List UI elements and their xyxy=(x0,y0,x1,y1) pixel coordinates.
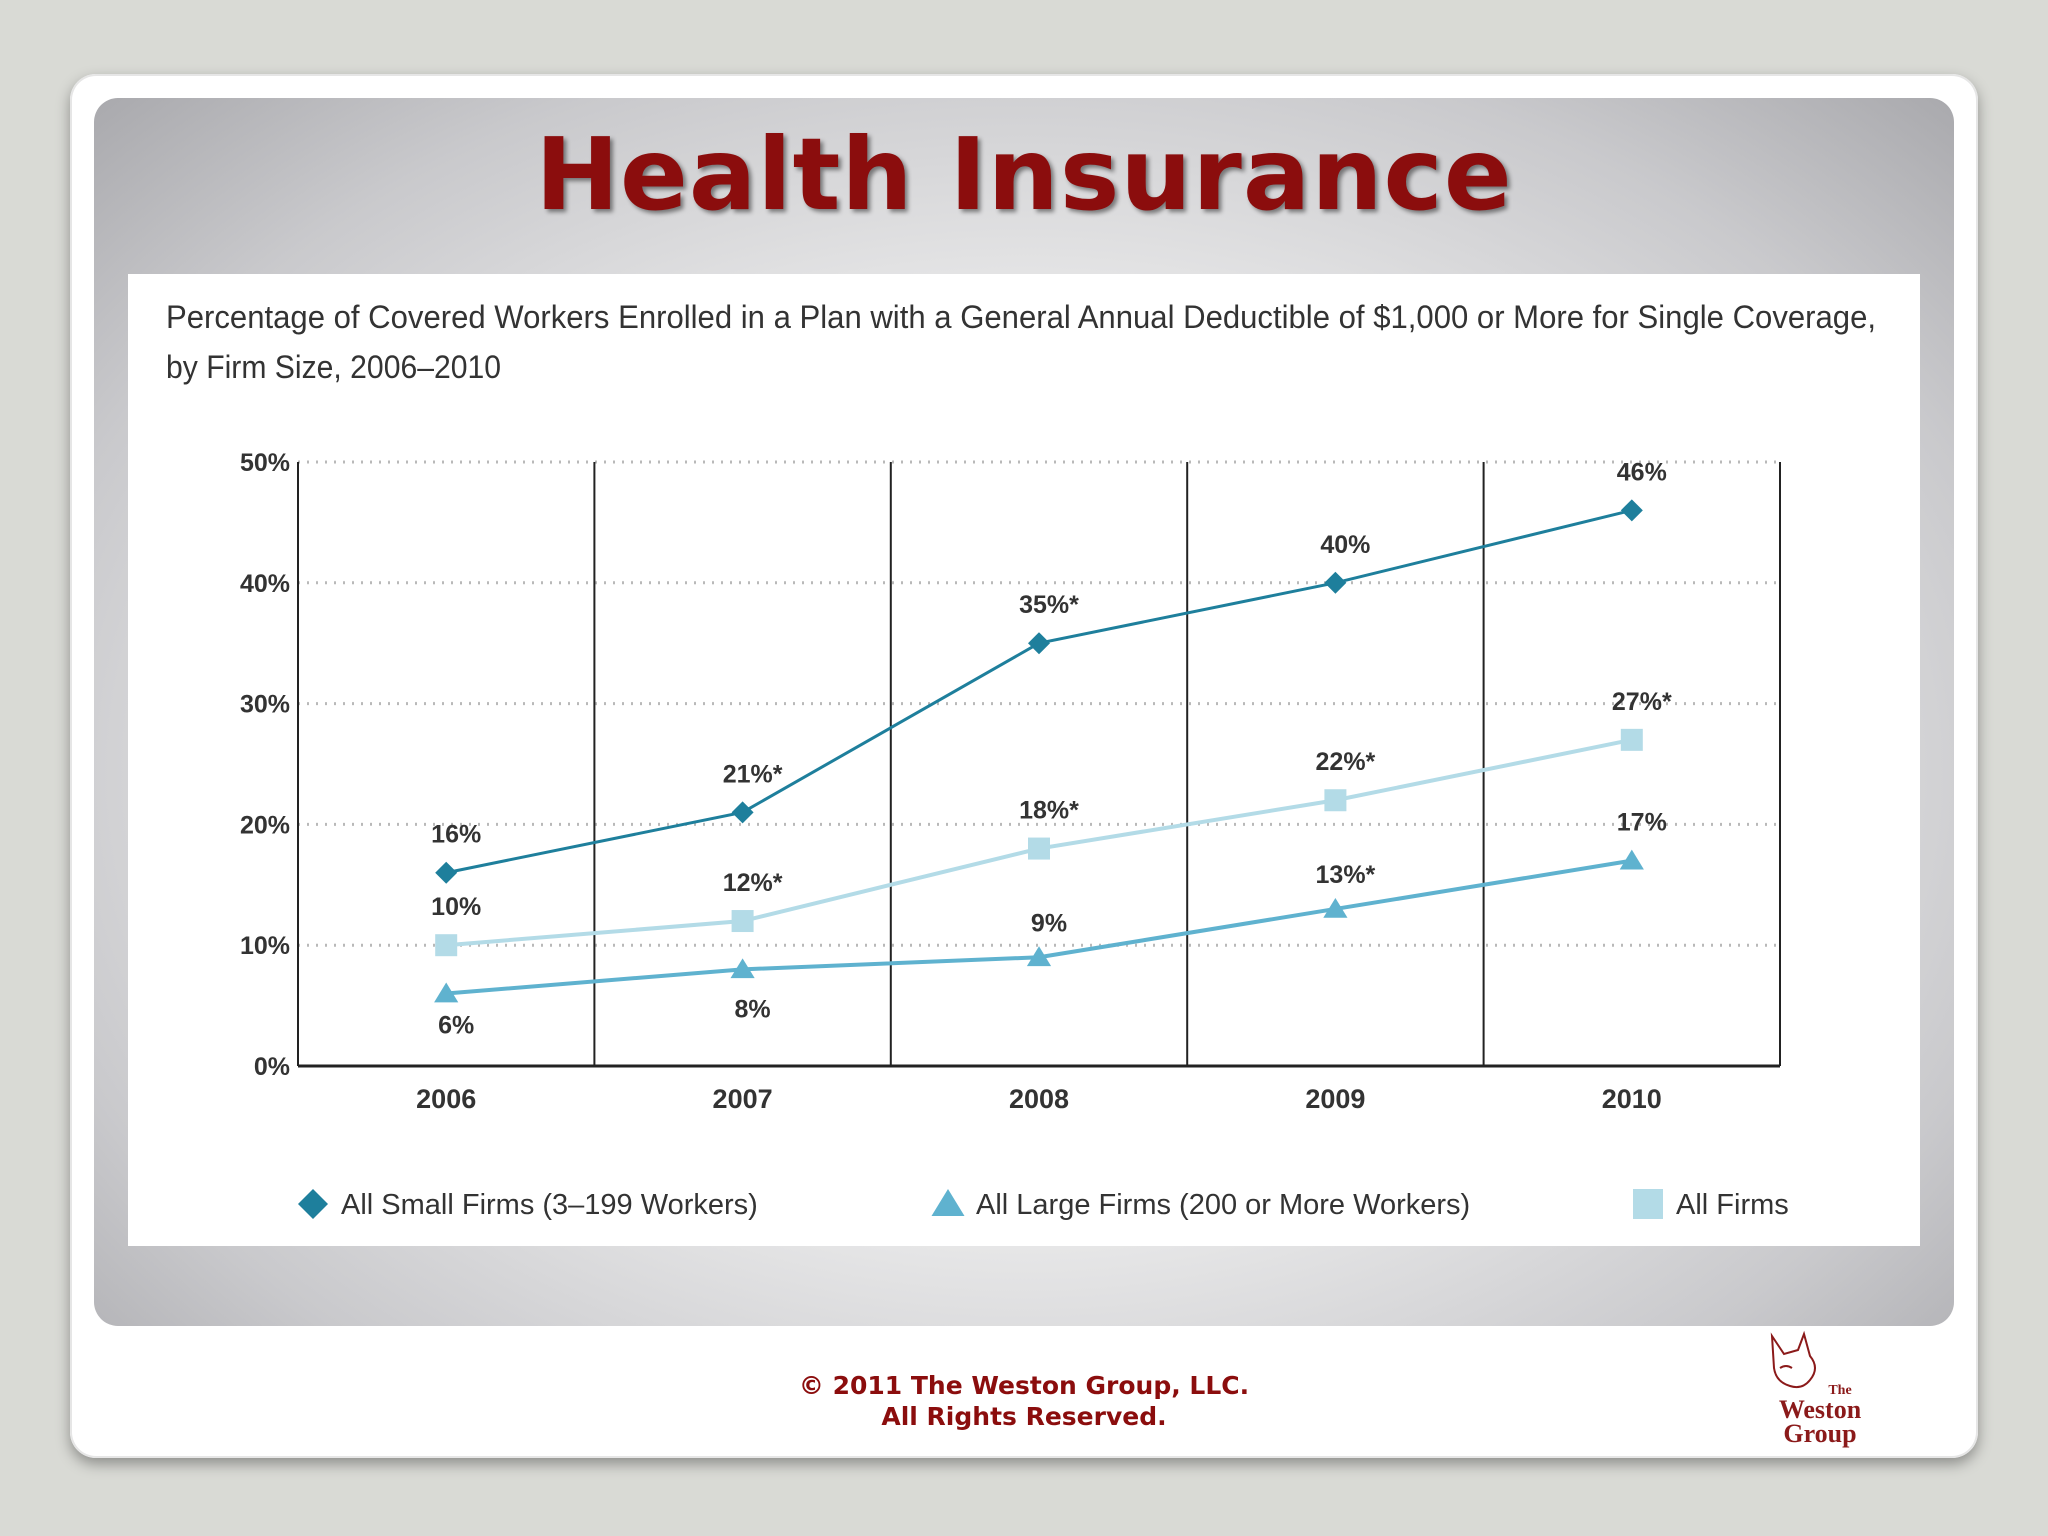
line-chart: Percentage of Covered Workers Enrolled i… xyxy=(166,299,1876,1221)
series-0-label-2006: 16% xyxy=(431,821,481,849)
series-0-point-2009 xyxy=(1324,571,1347,594)
logo-the: The xyxy=(1828,1383,1852,1398)
legend-label-1: All Large Firms (200 or More Workers) xyxy=(976,1189,1470,1221)
series-2-label-2007: 12%* xyxy=(723,869,783,897)
fox-logo-icon xyxy=(1770,1330,1816,1389)
series-1-label-2006: 6% xyxy=(438,1012,474,1040)
slide-title: Health Insurance xyxy=(535,116,1513,233)
series-2-label-2006: 10% xyxy=(431,893,481,921)
series-2-label-2009: 22%* xyxy=(1316,748,1376,776)
chart-title-line-2: by Firm Size, 2006–2010 xyxy=(166,349,501,385)
legend-label-2: All Firms xyxy=(1676,1189,1789,1221)
series-1-point-2008 xyxy=(1026,946,1052,967)
legend-marker-0 xyxy=(298,1189,328,1219)
series-1-point-2009 xyxy=(1323,897,1348,918)
series-1-label-2008: 9% xyxy=(1031,909,1067,937)
copyright-line: © 2011 The Weston Group, LLC. xyxy=(798,1371,1250,1400)
legend-marker-1 xyxy=(931,1189,965,1216)
x-tick-label-2008: 2008 xyxy=(1009,1084,1069,1114)
series-2-point-2007 xyxy=(731,910,754,933)
y-tick-label-40: 40% xyxy=(240,570,290,598)
x-tick-label-2006: 2006 xyxy=(416,1084,476,1114)
series-1-point-2007 xyxy=(730,958,755,979)
logo-group: Group xyxy=(1783,1419,1857,1448)
content-panel: Health Insurance Percentage of Covered W… xyxy=(94,98,1954,1326)
legend-label-0: All Small Firms (3–199 Workers) xyxy=(341,1189,758,1221)
weston-group-logo: The Weston Group xyxy=(1760,1383,1880,1448)
x-tick-label-2007: 2007 xyxy=(713,1084,773,1114)
slide: Health Insurance Percentage of Covered W… xyxy=(70,74,1978,1458)
series-0-label-2010: 46% xyxy=(1617,458,1667,486)
series-1-label-2007: 8% xyxy=(735,995,771,1023)
series-2-label-2008: 18%* xyxy=(1019,797,1079,825)
series-1-label-2009: 13%* xyxy=(1316,861,1376,889)
legend-marker-2 xyxy=(1633,1189,1663,1219)
rights-line: All Rights Reserved. xyxy=(881,1402,1167,1431)
series-0-label-2007: 21%* xyxy=(723,760,783,788)
series-1-point-2010 xyxy=(1619,849,1644,870)
series-2-label-2010: 27%* xyxy=(1612,688,1672,716)
x-tick-label-2009: 2009 xyxy=(1305,1084,1365,1114)
series-0-point-2010 xyxy=(1620,499,1643,522)
y-tick-label-10: 10% xyxy=(240,932,290,960)
copyright-footer: © 2011 The Weston Group, LLC. All Rights… xyxy=(70,1370,1978,1432)
x-tick-label-2010: 2010 xyxy=(1602,1084,1662,1114)
logo-weston: Weston xyxy=(1778,1395,1862,1424)
series-2-point-2008 xyxy=(1028,837,1050,860)
y-tick-label-30: 30% xyxy=(240,691,290,719)
y-tick-label-0: 0% xyxy=(254,1053,290,1081)
chart-card: Percentage of Covered Workers Enrolled i… xyxy=(128,274,1920,1246)
chart-title-line-1: Percentage of Covered Workers Enrolled i… xyxy=(166,299,1876,335)
series-0-label-2008: 35%* xyxy=(1019,591,1079,619)
y-tick-label-20: 20% xyxy=(240,811,290,839)
series-0-point-2007 xyxy=(731,801,754,824)
series-2-point-2009 xyxy=(1324,789,1347,812)
series-1-label-2010: 17% xyxy=(1617,809,1667,837)
series-2-point-2006 xyxy=(435,934,458,957)
series-2-point-2010 xyxy=(1620,728,1643,751)
series-1-point-2006 xyxy=(434,982,459,1003)
y-tick-label-50: 50% xyxy=(240,449,290,477)
series-0-point-2008 xyxy=(1028,632,1050,655)
series-0-point-2006 xyxy=(435,861,458,884)
series-0-label-2009: 40% xyxy=(1320,531,1370,559)
